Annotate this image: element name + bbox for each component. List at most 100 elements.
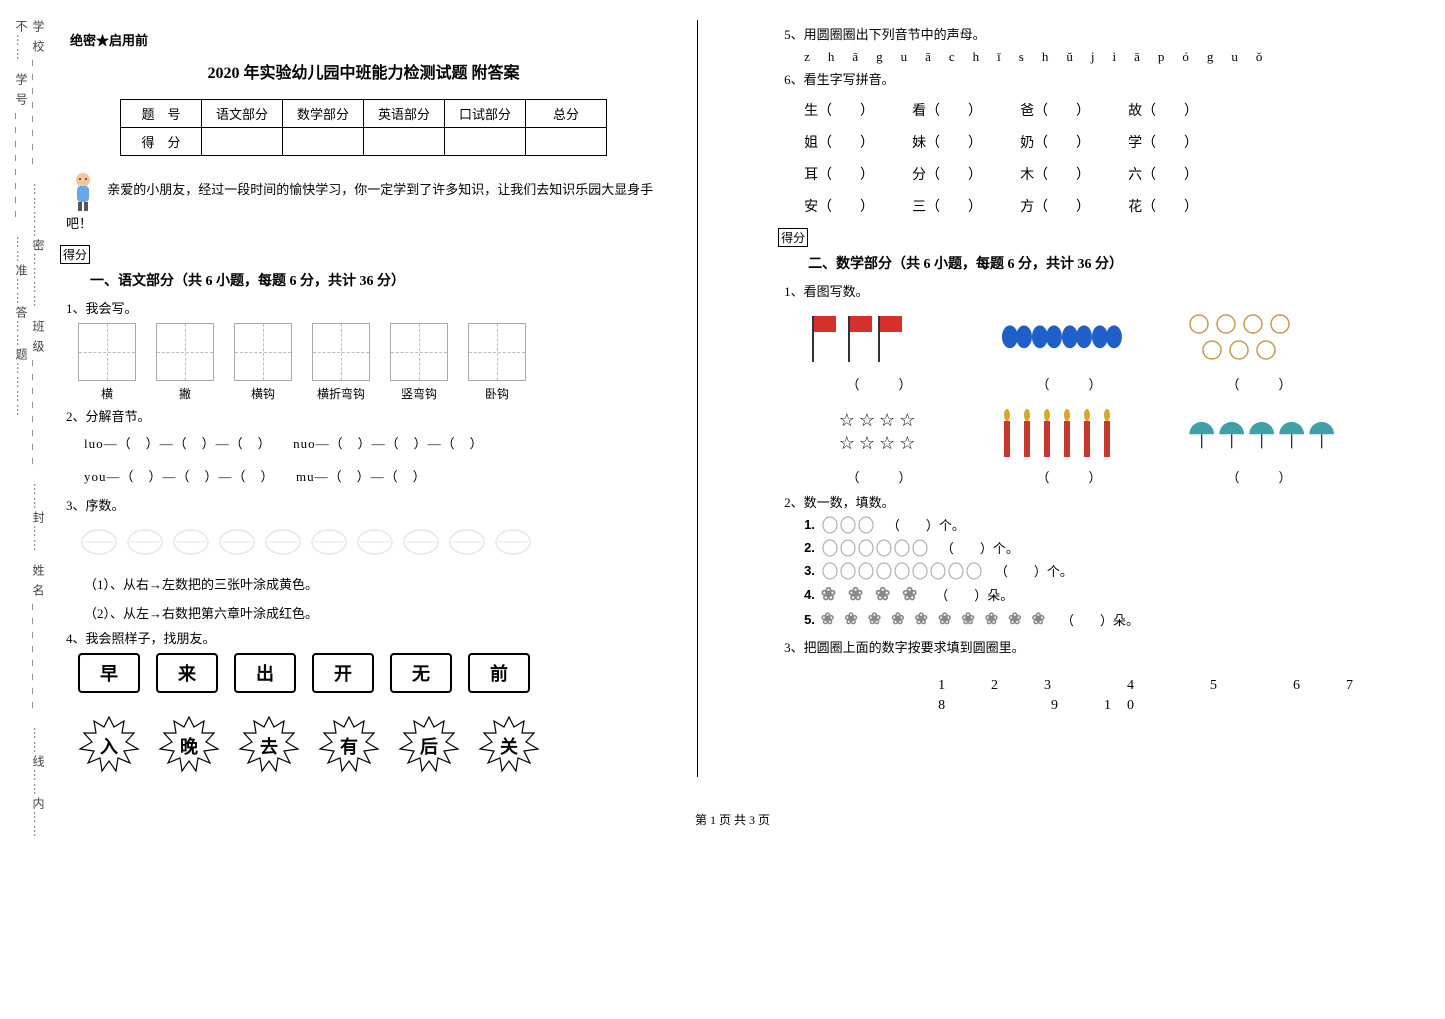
q4-label: 4、我会照样子，找朋友。 (66, 628, 667, 647)
hanzi-cell: 花（ ） (1128, 196, 1198, 216)
starburst-label: 后 (420, 733, 438, 759)
table-cell: 英语部分 (364, 100, 445, 128)
pinyin-item: zhā (804, 49, 876, 64)
hanzi-cell: 姐（ ） (804, 132, 874, 152)
paren-blank: （ ） (804, 374, 954, 393)
leaf-icon (354, 524, 396, 560)
stroke-cell: 竖弯钩 (390, 323, 448, 402)
leaf-icon (216, 524, 258, 560)
pic-row-2: ☆☆☆☆☆☆☆☆ （ ） （ ） (804, 403, 1405, 486)
hanzi-cell: 看（ ） (912, 100, 982, 120)
eggs-icon (821, 539, 935, 557)
table-cell (445, 128, 526, 156)
starburst-box: 后 (398, 715, 460, 777)
hanzi-cell: 爸（ ） (1020, 100, 1090, 120)
hanzi-cell: 故（ ） (1128, 100, 1198, 120)
stroke-cell: 横折弯钩 (312, 323, 370, 402)
section-yuwen-title: 一、语文部分（共 6 小题，每题 6 分，共计 36 分） (90, 270, 667, 290)
q5-label: 5、用圆圈圈出下列音节中的声母。 (784, 24, 1405, 43)
count-suffix: （ ）朵。 (935, 585, 1013, 604)
table-cell: 语文部分 (202, 100, 283, 128)
table-cell (526, 128, 607, 156)
count-suffix: （ ）个。 (941, 538, 1019, 557)
stars-icon: ☆☆☆☆☆☆☆☆ (804, 403, 954, 461)
friend-bottom-row: 入 晚 去 有 后 关 (78, 715, 667, 777)
stroke-label: 横折弯钩 (312, 385, 370, 402)
table-row: 得 分 (121, 128, 607, 156)
paren-blank: （ ） (994, 467, 1144, 486)
count-num: 5. (804, 612, 815, 627)
count-line-4: 4. ❀❀❀❀ （ ）朵。 (804, 584, 1405, 605)
count-num: 1. (804, 517, 815, 532)
q1-label: 1、我会写。 (66, 298, 667, 317)
hanzi-cell: 木（ ） (1020, 164, 1090, 184)
friend-box: 前 (468, 653, 530, 693)
score-badge: 得分 (778, 228, 808, 247)
q6-label: 6、看生字写拼音。 (784, 69, 1405, 88)
friend-box: 早 (78, 653, 140, 693)
pic-row-1: （ ） （ ） （ ） (804, 310, 1405, 393)
table-cell: 题 号 (121, 100, 202, 128)
leaf-icon (170, 524, 212, 560)
count-suffix: （ ）个。 (887, 515, 965, 534)
pinyin-item: pó (1158, 49, 1207, 64)
page-footer: 第 1 页 共 3 页 (60, 811, 1405, 828)
pic-cell-apples: （ ） (1184, 310, 1334, 393)
leaf-icon (78, 524, 120, 560)
binding-margin: 学校________ …………密………… 班级________ ……封…… 姓名… (20, 20, 40, 870)
starburst-box: 有 (318, 715, 380, 777)
eggs-icon (821, 516, 881, 534)
hanzi-cell: 三（ ） (912, 196, 982, 216)
intro-text: 亲爱的小朋友，经过一段时间的愉快学习，你一定学到了许多知识，让我们去知识乐园大显… (66, 182, 653, 231)
eggs-icon (821, 562, 989, 580)
stroke-cell: 横钩 (234, 323, 292, 402)
stroke-cell: 横 (78, 323, 136, 402)
hanzi-cell: 分（ ） (912, 164, 982, 184)
stroke-box-icon (156, 323, 214, 381)
page-title: 2020 年实验幼儿园中班能力检测试题 附答案 (60, 59, 667, 83)
count-num: 2. (804, 540, 815, 555)
starburst-box: 关 (478, 715, 540, 777)
starburst-label: 有 (340, 733, 358, 759)
stroke-label: 卧钩 (468, 385, 526, 402)
count-line-2: 2. （ ）个。 (804, 538, 1405, 557)
hanzi-row: 安（ ）三（ ）方（ ）花（ ） (804, 196, 1405, 216)
hanzi-grid: 生（ ）看（ ）爸（ ）故（ ） 姐（ ）妹（ ）奶（ ）学（ ） 耳（ ）分（… (804, 100, 1405, 216)
q2-line-b: you—（ ）—（ ）—（ ） mu—（ ）—（ ） (84, 466, 667, 485)
table-cell: 总分 (526, 100, 607, 128)
friend-box: 出 (234, 653, 296, 693)
intro-block: 亲爱的小朋友，经过一段时间的愉快学习，你一定学到了许多知识，让我们去知识乐园大显… (66, 170, 667, 237)
starburst-label: 去 (260, 733, 278, 759)
umbrellas-icon (1184, 403, 1334, 461)
score-badge-row: 得分 (60, 245, 667, 264)
hanzi-cell: 耳（ ） (804, 164, 874, 184)
stroke-cell: 撇 (156, 323, 214, 402)
count-num: 3. (804, 563, 815, 578)
stroke-label: 竖弯钩 (390, 385, 448, 402)
butterflies-icon (994, 310, 1144, 368)
leaf-icon (124, 524, 166, 560)
pinyin-item: chī (949, 49, 1019, 64)
pinyin-item: shǔ (1019, 49, 1091, 64)
table-cell: 数学部分 (283, 100, 364, 128)
math-q1-label: 1、看图写数。 (784, 281, 1405, 300)
count-num: 4. (804, 587, 815, 602)
leaf-icon (446, 524, 488, 560)
hanzi-cell: 六（ ） (1128, 164, 1198, 184)
leaf-icon (308, 524, 350, 560)
starburst-box: 去 (238, 715, 300, 777)
table-cell (364, 128, 445, 156)
table-cell (283, 128, 364, 156)
q3-label: 3、序数。 (66, 495, 667, 514)
pinyin-item: guā (876, 49, 949, 64)
pic-cell-candles: （ ） (994, 403, 1144, 486)
paren-blank: （ ） (994, 374, 1144, 393)
hanzi-cell: 方（ ） (1020, 196, 1090, 216)
stroke-box-icon (390, 323, 448, 381)
confidential-label: 绝密★启用前 (70, 30, 667, 49)
score-badge-row: 得分 (778, 228, 1405, 247)
q3-sub1: （1）、从右→左数把的三张叶涂成黄色。 (84, 574, 667, 593)
table-row: 题 号 语文部分 数学部分 英语部分 口试部分 总分 (121, 100, 607, 128)
count-line-3: 3. （ ）个。 (804, 561, 1405, 580)
flags-icon (804, 310, 954, 368)
